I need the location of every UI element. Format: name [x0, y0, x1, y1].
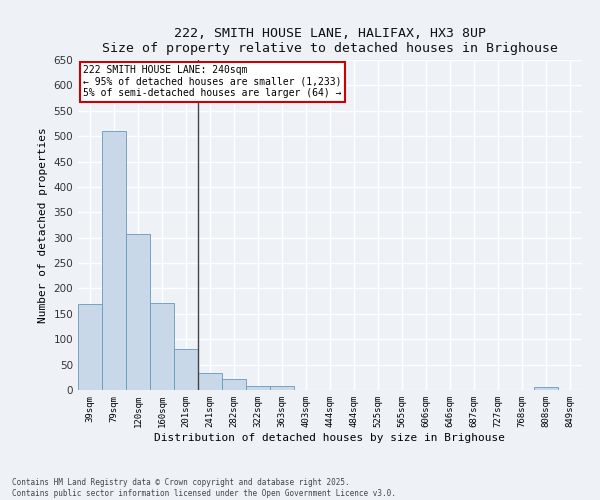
Text: Contains HM Land Registry data © Crown copyright and database right 2025.
Contai: Contains HM Land Registry data © Crown c… — [12, 478, 396, 498]
Text: 222 SMITH HOUSE LANE: 240sqm
← 95% of detached houses are smaller (1,233)
5% of : 222 SMITH HOUSE LANE: 240sqm ← 95% of de… — [83, 65, 341, 98]
Bar — [102, 131, 126, 390]
Y-axis label: Number of detached properties: Number of detached properties — [38, 127, 48, 323]
Bar — [222, 379, 246, 390]
Bar — [270, 386, 294, 390]
Bar — [246, 386, 270, 390]
Bar — [534, 388, 558, 390]
Bar — [78, 304, 102, 390]
Bar — [174, 349, 198, 390]
Bar — [198, 372, 222, 390]
Title: 222, SMITH HOUSE LANE, HALIFAX, HX3 8UP
Size of property relative to detached ho: 222, SMITH HOUSE LANE, HALIFAX, HX3 8UP … — [102, 26, 558, 54]
Bar — [150, 302, 174, 390]
Bar — [126, 234, 150, 390]
X-axis label: Distribution of detached houses by size in Brighouse: Distribution of detached houses by size … — [155, 432, 505, 442]
